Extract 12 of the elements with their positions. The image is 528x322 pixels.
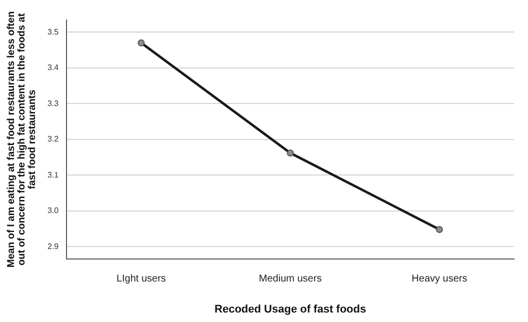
y-tick-label: 3.2 xyxy=(47,134,60,144)
y-tick-label: 3.1 xyxy=(47,170,60,180)
y-tick-label: 3.5 xyxy=(47,27,60,36)
x-tick-label: LIght users xyxy=(116,274,166,285)
x-tick-label: Medium users xyxy=(258,274,322,285)
y-tick-label: 3.3 xyxy=(47,98,60,108)
y-axis-title: Mean of I am eating at fast food restaurants less often out of concern for the high fat content in the foods at fast food restaurants xyxy=(6,11,38,268)
x-tick-label: Heavy users xyxy=(412,274,468,285)
y-tick-label: 3.0 xyxy=(47,206,60,216)
x-axis-title: Recoded Usage of fast foods xyxy=(214,303,366,316)
y-tick-label: 3.4 xyxy=(47,63,60,72)
y-tick-label: 2.9 xyxy=(47,242,60,251)
